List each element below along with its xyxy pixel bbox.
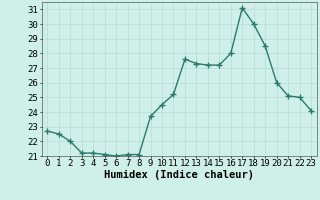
X-axis label: Humidex (Indice chaleur): Humidex (Indice chaleur)	[104, 170, 254, 180]
